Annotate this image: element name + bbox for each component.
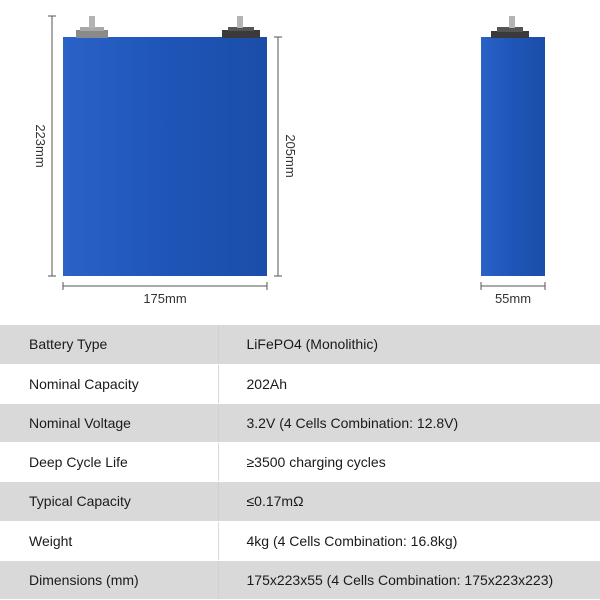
spec-label: Deep Cycle Life (0, 442, 218, 483)
spec-value: ≤0.17mΩ (217, 481, 600, 522)
dimension-lines (48, 15, 546, 290)
spec-table: Battery Type LiFePO4 (Monolithic) Nomina… (0, 325, 600, 600)
spec-value: 3.2V (4 Cells Combination: 12.8V) (217, 403, 600, 444)
side-terminal (491, 16, 529, 38)
spec-value: 175x223x55 (4 Cells Combination: 175x223… (217, 560, 600, 600)
spec-value: LiFePO4 (Monolithic) (217, 325, 600, 365)
total-height-label: 223mm (33, 124, 48, 167)
spec-value: 4kg (4 Cells Combination: 16.8kg) (217, 521, 600, 561)
spec-row-weight: Weight 4kg (4 Cells Combination: 16.8kg) (0, 521, 600, 561)
spec-row-nominal-voltage: Nominal Voltage 3.2V (4 Cells Combinatio… (0, 403, 600, 444)
width-label: 175mm (143, 291, 186, 306)
body-height-label: 205mm (283, 134, 298, 177)
side-view-cell (481, 16, 545, 276)
front-view-cell (63, 16, 267, 276)
spec-row-deep-cycle-life: Deep Cycle Life ≥3500 charging cycles (0, 442, 600, 483)
spec-label: Battery Type (0, 325, 218, 365)
front-terminal-left (76, 16, 108, 38)
spec-label: Typical Capacity (0, 481, 218, 522)
front-terminal-right (222, 16, 260, 38)
spec-label: Nominal Capacity (0, 364, 218, 404)
spec-row-dimensions: Dimensions (mm) 175x223x55 (4 Cells Comb… (0, 560, 600, 600)
battery-dimension-diagram: 223mm 205mm 175mm 55mm (33, 15, 546, 306)
spec-label: Nominal Voltage (0, 403, 218, 444)
spec-value: 202Ah (217, 364, 600, 404)
spec-value: ≥3500 charging cycles (217, 442, 600, 483)
spec-label: Weight (0, 521, 218, 561)
spec-row-battery-type: Battery Type LiFePO4 (Monolithic) (0, 325, 600, 365)
thickness-label: 55mm (495, 291, 531, 306)
spec-row-nominal-capacity: Nominal Capacity 202Ah (0, 364, 600, 404)
spec-label: Dimensions (mm) (0, 560, 218, 600)
spec-row-typical-capacity: Typical Capacity ≤0.17mΩ (0, 481, 600, 522)
